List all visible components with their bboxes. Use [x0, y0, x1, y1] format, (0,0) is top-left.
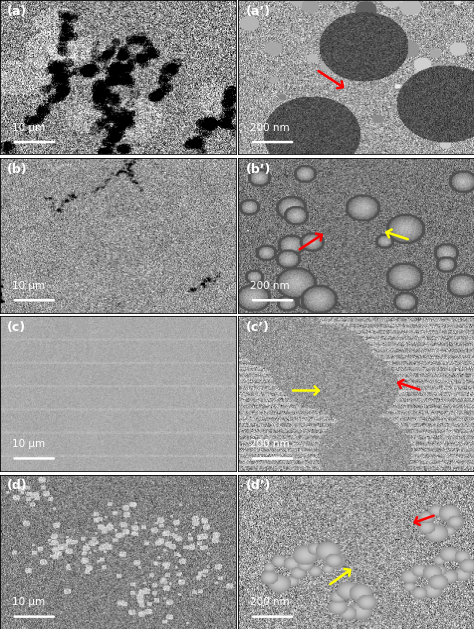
Text: 10 μm: 10 μm: [12, 598, 45, 608]
Text: 200 nm: 200 nm: [250, 439, 290, 449]
Text: (c’): (c’): [246, 321, 269, 334]
Text: (d): (d): [7, 479, 27, 493]
Text: 10 μm: 10 μm: [12, 439, 45, 449]
Text: 10 μm: 10 μm: [12, 123, 45, 133]
Text: (a’): (a’): [246, 4, 271, 18]
Text: 200 nm: 200 nm: [250, 281, 290, 291]
Text: (c): (c): [7, 321, 26, 334]
Text: (b’): (b’): [246, 163, 271, 176]
Text: (b): (b): [7, 163, 27, 176]
Text: 10 μm: 10 μm: [12, 281, 45, 291]
Text: (a): (a): [7, 4, 27, 18]
Text: 200 nm: 200 nm: [250, 123, 290, 133]
Text: 200 nm: 200 nm: [250, 598, 290, 608]
Text: (d’): (d’): [246, 479, 271, 493]
